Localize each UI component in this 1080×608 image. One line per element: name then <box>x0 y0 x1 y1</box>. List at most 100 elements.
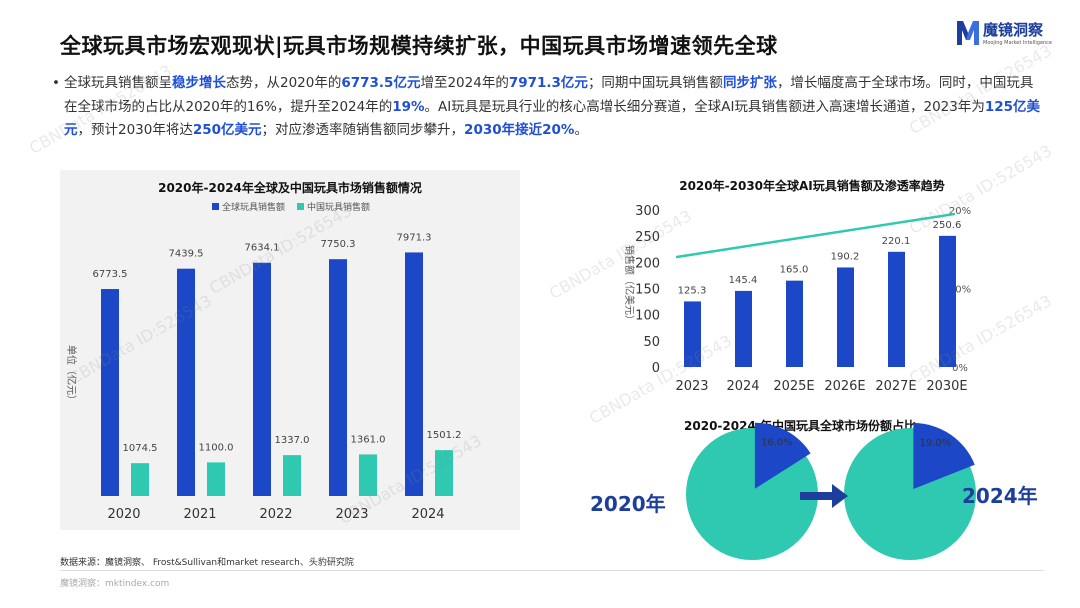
pie-value-label: 16.0% <box>761 438 793 449</box>
bar-value-label: 1337.0 <box>275 435 310 446</box>
bar-global <box>253 262 271 496</box>
legend-swatch-global <box>212 203 219 210</box>
x-tick-label: 2027E <box>875 379 916 394</box>
footer-site: 魔镜洞察：mktindex.com <box>60 579 170 589</box>
highlight-text: 6773.5亿元 <box>341 75 421 91</box>
bar-value-label: 1100.0 <box>199 442 234 453</box>
highlight-text: 250亿美元 <box>192 122 262 138</box>
summary-text: ，预计2030年将达 <box>77 122 193 138</box>
summary-text: 全球玩具销售额呈 <box>64 75 172 91</box>
bar-value-label: 7750.3 <box>321 239 356 250</box>
summary-text: 。 <box>574 122 588 138</box>
pie-slice-china <box>754 422 811 489</box>
highlight-text: 125亿美元 <box>64 98 1041 139</box>
logo-name: 魔镜洞察 <box>983 21 1044 39</box>
x-tick-label: 2026E <box>824 379 865 394</box>
y-tick-label: 150 <box>635 283 660 298</box>
summary-text: 增至2024年的 <box>420 75 509 91</box>
bar-value-label: 165.0 <box>780 265 809 276</box>
x-tick-label: 2025E <box>773 379 814 394</box>
bar-china <box>131 463 149 496</box>
data-source: 数据来源：魔镜洞察、 Frost&Sullivan和market researc… <box>60 558 354 568</box>
highlight-text: 7971.3亿元 <box>508 75 588 91</box>
y-tick-label: 300 <box>635 204 660 219</box>
footer-divider <box>60 570 1044 571</box>
bullet-icon: • <box>52 75 60 91</box>
highlight-text: 同步扩张 <box>722 75 777 91</box>
y-tick-label: 50 <box>643 335 660 350</box>
x-tick-label: 2023 <box>335 507 368 522</box>
bar-global <box>405 252 423 496</box>
bar-china <box>359 454 377 496</box>
y-tick-label: 200 <box>635 256 660 271</box>
ai-toy-sales-chart: 2020年-2030年全球AI玩具销售额及渗透率趋势 销售额（亿美元） 0 50 1… <box>623 178 971 394</box>
bar-value-label: 250.6 <box>933 220 962 231</box>
bar-value-label: 7634.1 <box>245 243 280 254</box>
legend-swatch-china <box>297 203 304 210</box>
summary-text: ；同期中国玩具销售额 <box>587 75 723 91</box>
x-tick-label: 2024 <box>726 379 759 394</box>
y-tick-label: 250 <box>635 230 660 245</box>
summary-text: ；对应渗透率随销售额同步攀升， <box>261 122 465 138</box>
bar-value-label: 1501.2 <box>427 430 462 441</box>
bar-value-label: 145.4 <box>729 275 758 286</box>
bar-global <box>329 259 347 496</box>
bar-china <box>207 462 225 496</box>
legend-label-global: 全球玩具销售额 <box>222 201 285 213</box>
x-tick-label: 2024 <box>411 507 444 522</box>
x-tick-label: 2022 <box>259 507 292 522</box>
chart1-ylabel: 单位（亿元） <box>65 345 78 405</box>
chart1-title: 2020年-2024年全球及中国玩具市场销售额情况 <box>158 180 422 195</box>
bar-ai-sales <box>735 290 752 367</box>
bar-ai-sales <box>786 280 803 367</box>
bar-value-label: 7439.5 <box>169 249 204 260</box>
summary-text: ，增长幅度高于全球市场。同时，中国玩具在全球市场的占比从2020年的16%，提升… <box>64 75 1034 115</box>
x-tick-label: 2023 <box>675 379 708 394</box>
page-title: 全球玩具市场宏观现状|玩具市场规模持续扩张，中国玩具市场增速领先全球 <box>60 34 778 58</box>
chart3-title: 2020-2024 年中国玩具全球市场份额占比 <box>684 418 916 433</box>
bar-value-label: 125.3 <box>678 285 707 296</box>
y2-tick-label: 10% <box>949 285 971 296</box>
chart2-ylabel: 销售额（亿美元） <box>623 245 636 325</box>
china-share-pies: 2020-2024 年中国玩具全球市场份额占比 16.0% 19.0% <box>684 418 976 560</box>
bar-ai-sales <box>939 235 956 367</box>
highlight-text: 19% <box>392 98 425 115</box>
global-china-sales-chart: 2020年-2024年全球及中国玩具市场销售额情况 全球玩具销售额 中国玩具销售… <box>60 170 520 530</box>
bar-value-label: 7971.3 <box>397 232 432 243</box>
bar-value-label: 1361.0 <box>351 434 386 445</box>
x-tick-label: 2020 <box>107 507 140 522</box>
highlight-text: 2030年接近20% <box>464 122 575 138</box>
arrow-right-icon <box>800 484 848 508</box>
pie-2020-year-label: 2020年 <box>590 492 666 516</box>
bar-china <box>435 450 453 496</box>
summary-paragraph: • 全球玩具销售额呈稳步增长态势，从2020年的6773.5亿元增至2024年的… <box>52 72 1044 143</box>
bar-value-label: 6773.5 <box>93 269 128 280</box>
penetration-rate-line <box>675 212 956 259</box>
pie-2024-year-label: 2024年 <box>962 484 1038 508</box>
x-tick-label: 2030E <box>926 379 967 394</box>
bar-value-label: 190.2 <box>831 251 860 262</box>
x-tick-label: 2021 <box>183 507 216 522</box>
pie-value-label: 19.0% <box>919 438 951 449</box>
highlight-text: 稳步增长 <box>172 75 226 91</box>
bar-value-label: 1074.5 <box>123 443 158 454</box>
y2-tick-label: 20% <box>949 206 971 217</box>
y-tick-label: 100 <box>635 309 660 324</box>
y2-tick-label: 0% <box>952 363 968 374</box>
chart2-title: 2020年-2030年全球AI玩具销售额及渗透率趋势 <box>679 178 945 193</box>
bar-global <box>177 268 195 496</box>
logo-m-icon <box>957 21 979 45</box>
logo-subtitle: Moojing Market Intelligence <box>983 40 1053 46</box>
bar-value-label: 220.1 <box>882 236 911 247</box>
summary-text: 。AI玩具是玩具行业的核心高增长细分赛道，全球AI玩具销售额进入高速增长通道，2… <box>424 98 985 115</box>
brand-logo: 魔镜洞察 Moojing Market Intelligence <box>955 17 1065 51</box>
bar-ai-sales <box>888 251 905 367</box>
pie-slice-china <box>913 423 975 490</box>
bar-ai-sales <box>837 267 854 367</box>
legend-label-china: 中国玩具销售额 <box>307 201 370 213</box>
summary-text: 态势，从2020年的 <box>226 75 342 91</box>
bar-ai-sales <box>684 301 701 367</box>
y-tick-label: 0 <box>652 361 660 376</box>
bar-china <box>283 455 301 496</box>
bar-global <box>101 289 119 496</box>
